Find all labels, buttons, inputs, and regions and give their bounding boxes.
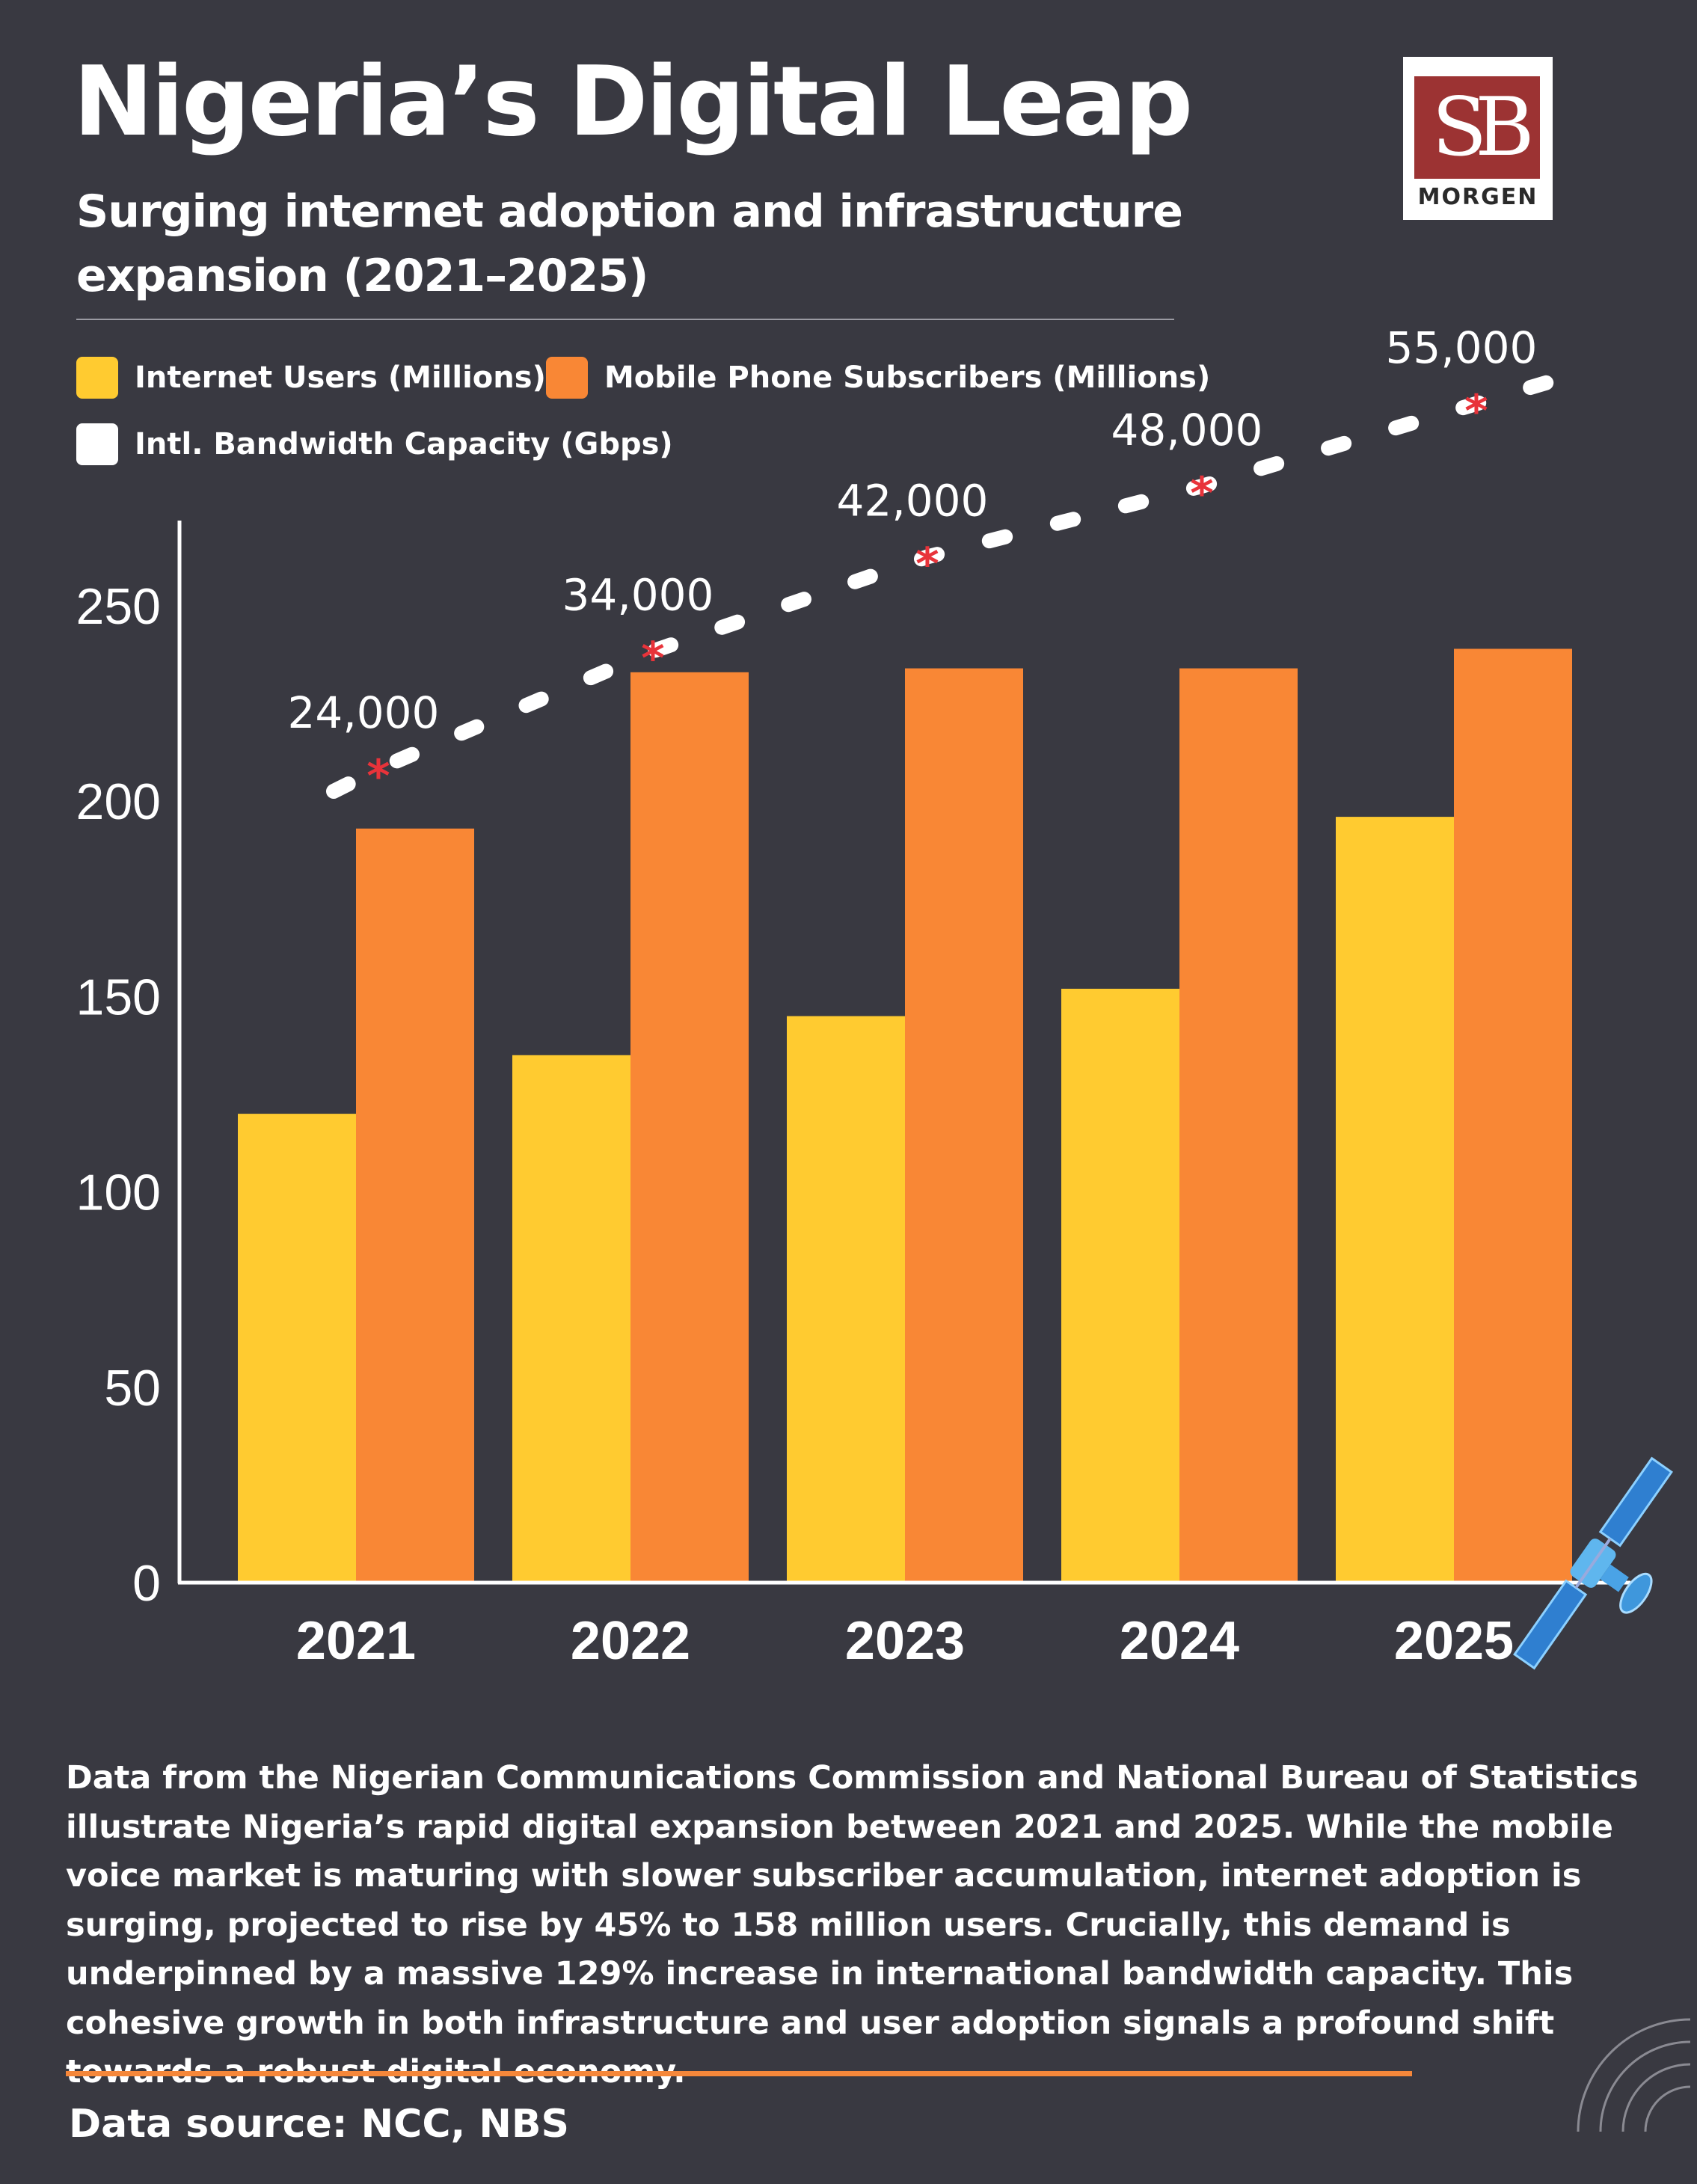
bandwidth-point-marker: * xyxy=(915,539,939,591)
x-tick-label: 2023 xyxy=(845,1611,965,1671)
bar-mobile-subscribers xyxy=(1179,668,1298,1583)
y-tick-label: 150 xyxy=(76,969,161,1025)
bandwidth-data-label: 24,000 xyxy=(288,687,440,738)
x-tick-label: 2022 xyxy=(571,1611,690,1671)
bandwidth-data-label: 48,000 xyxy=(1111,405,1263,455)
bandwidth-line xyxy=(326,362,1596,799)
legend-item-mobile-subscribers: Mobile Phone Subscribers (Millions) xyxy=(546,357,1210,399)
bar-internet-users xyxy=(238,1114,357,1583)
legend-item-bandwidth: Intl. Bandwidth Capacity (Gbps) xyxy=(76,423,673,465)
satellite-icon xyxy=(1513,1456,1673,1670)
bandwidth-point-marker: * xyxy=(1464,385,1488,438)
bandwidth-point-marker: * xyxy=(366,750,390,803)
bar-mobile-subscribers xyxy=(1454,648,1572,1583)
page-subtitle: Surging internet adoption and infrastruc… xyxy=(76,185,1183,302)
bandwidth-data-label: 55,000 xyxy=(1386,322,1538,373)
legend-swatch xyxy=(76,357,118,399)
bandwidth-data-label: 34,000 xyxy=(562,570,714,621)
page-title: Nigeria’s Digital Leap xyxy=(73,46,1193,158)
bar-internet-users xyxy=(1061,988,1180,1583)
bar-mobile-subscribers xyxy=(905,668,1023,1583)
signal-arcs-icon xyxy=(1577,2018,1691,2132)
legend-swatch xyxy=(546,357,588,399)
bandwidth-point-marker: * xyxy=(641,633,664,685)
bandwidth-point-marker: * xyxy=(1190,467,1213,520)
legend-item-internet-users: Internet Users (Millions) xyxy=(76,357,546,399)
bar-internet-users xyxy=(512,1055,631,1583)
x-tick-label: 2021 xyxy=(296,1611,416,1671)
bar-mobile-subscribers xyxy=(630,672,749,1583)
divider-orange xyxy=(66,2071,1412,2076)
y-tick-label: 200 xyxy=(76,773,161,830)
bar-internet-users xyxy=(1336,817,1455,1583)
y-tick-label: 0 xyxy=(132,1555,161,1612)
legend-swatch xyxy=(76,423,118,465)
data-source: Data source: NCC, NBS xyxy=(69,2102,569,2147)
x-tick-label: 2024 xyxy=(1120,1611,1239,1671)
legend-label: Internet Users (Millions) xyxy=(135,361,546,395)
y-tick-label: 250 xyxy=(76,578,161,635)
divider xyxy=(76,319,1174,320)
x-tick-label: 2025 xyxy=(1394,1611,1514,1671)
legend-label: Mobile Phone Subscribers (Millions) xyxy=(604,361,1211,395)
y-tick-label: 50 xyxy=(104,1360,161,1417)
logo: SB MORGEN xyxy=(1403,57,1553,220)
bar-mobile-subscribers xyxy=(356,828,474,1583)
logo-word: MORGEN xyxy=(1417,184,1538,210)
bar-internet-users xyxy=(787,1016,906,1583)
bandwidth-data-label: 42,000 xyxy=(837,476,989,527)
description-paragraph: Data from the Nigerian Communications Co… xyxy=(66,1759,1639,2091)
y-tick-label: 100 xyxy=(76,1165,161,1221)
logo-mark: SB xyxy=(1414,76,1540,179)
legend-label: Intl. Bandwidth Capacity (Gbps) xyxy=(135,427,673,461)
